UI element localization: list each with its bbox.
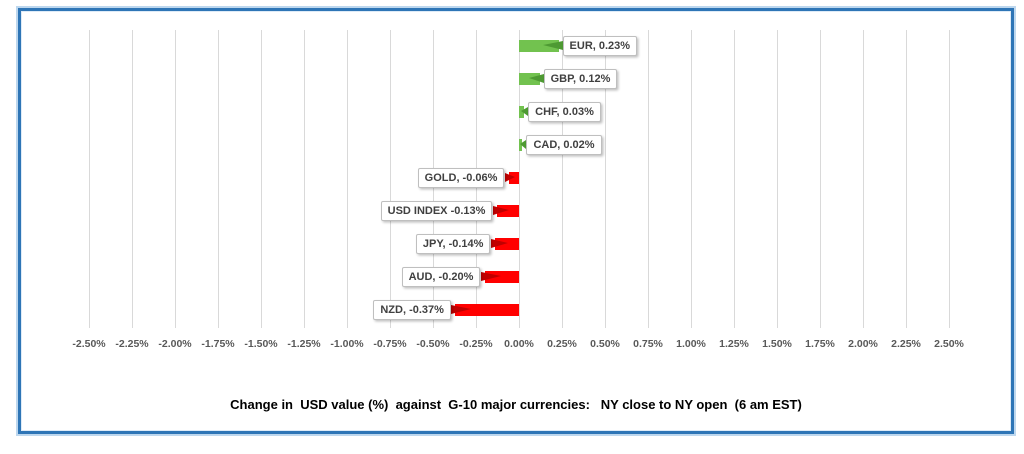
gridline [519, 30, 520, 328]
x-axis-tick-label: 0.25% [547, 338, 577, 350]
gridline [777, 30, 778, 328]
gridline [304, 30, 305, 328]
gridline [132, 30, 133, 328]
callout-pointer [490, 239, 508, 248]
gridline [648, 30, 649, 328]
callout-pointer [504, 173, 515, 182]
data-callout: AUD, -0.20% [401, 267, 481, 287]
callout-pointer [451, 305, 472, 314]
x-axis-tick-label: -0.50% [416, 338, 450, 350]
x-axis-tick-label: 2.50% [934, 338, 964, 350]
data-callout: GOLD, -0.06% [417, 168, 505, 188]
gridline [820, 30, 821, 328]
gridline [949, 30, 950, 328]
x-axis-tick-label: 1.25% [719, 338, 749, 350]
x-axis-tick-label: -2.00% [158, 338, 192, 350]
callout-pointer [528, 74, 544, 83]
callout-pointer [480, 272, 501, 281]
gridline [390, 30, 391, 328]
x-axis-tick-label: -0.25% [459, 338, 493, 350]
x-axis-tick-label: 0.75% [633, 338, 663, 350]
x-axis-tick-label: -1.00% [330, 338, 364, 350]
data-callout: USD INDEX -0.13% [380, 201, 493, 221]
x-axis-tick-label: 2.25% [891, 338, 921, 350]
x-axis-tick-label: 1.00% [676, 338, 706, 350]
x-axis-tick-label: -1.50% [244, 338, 278, 350]
data-callout: EUR, 0.23% [562, 36, 638, 56]
gridline [347, 30, 348, 328]
x-axis-tick-label: 2.00% [848, 338, 878, 350]
plot-area: -2.50% -2.25% -2.00% -1.75% -1.50% -1.25% -1.0… [21, 11, 1011, 431]
gridline [562, 30, 563, 328]
x-axis-tick-label: 1.75% [805, 338, 835, 350]
callout-pointer [542, 41, 563, 50]
gridline [605, 30, 606, 328]
gridline [863, 30, 864, 328]
data-callout: CHF, 0.03% [528, 102, 601, 122]
chart-title: Change in USD value (%) against G-10 maj… [230, 397, 802, 412]
gridline [218, 30, 219, 328]
chart-frame: -2.50% -2.25% -2.00% -1.75% -1.50% -1.25% -1.0… [18, 8, 1014, 434]
gridline [175, 30, 176, 328]
x-axis-tick-label: -2.50% [72, 338, 106, 350]
data-callout: GBP, 0.12% [543, 69, 618, 89]
gridline [261, 30, 262, 328]
x-axis-tick-label: -0.75% [373, 338, 407, 350]
x-axis-tick-label: -2.25% [115, 338, 149, 350]
x-axis-tick-label: 0.00% [504, 338, 534, 350]
data-callout: JPY, -0.14% [415, 234, 491, 254]
x-axis-tick-label: 0.50% [590, 338, 620, 350]
callout-pointer [492, 206, 509, 215]
x-axis-tick-label: -1.75% [201, 338, 235, 350]
x-axis-tick-label: -1.25% [287, 338, 321, 350]
gridline [89, 30, 90, 328]
x-axis-tick-label: 1.50% [762, 338, 792, 350]
gridline [691, 30, 692, 328]
gridline [734, 30, 735, 328]
callout-pointer [520, 140, 527, 149]
callout-pointer [521, 107, 529, 116]
data-callout: CAD, 0.02% [526, 135, 602, 155]
gridline [906, 30, 907, 328]
data-callout: NZD, -0.37% [373, 300, 451, 320]
